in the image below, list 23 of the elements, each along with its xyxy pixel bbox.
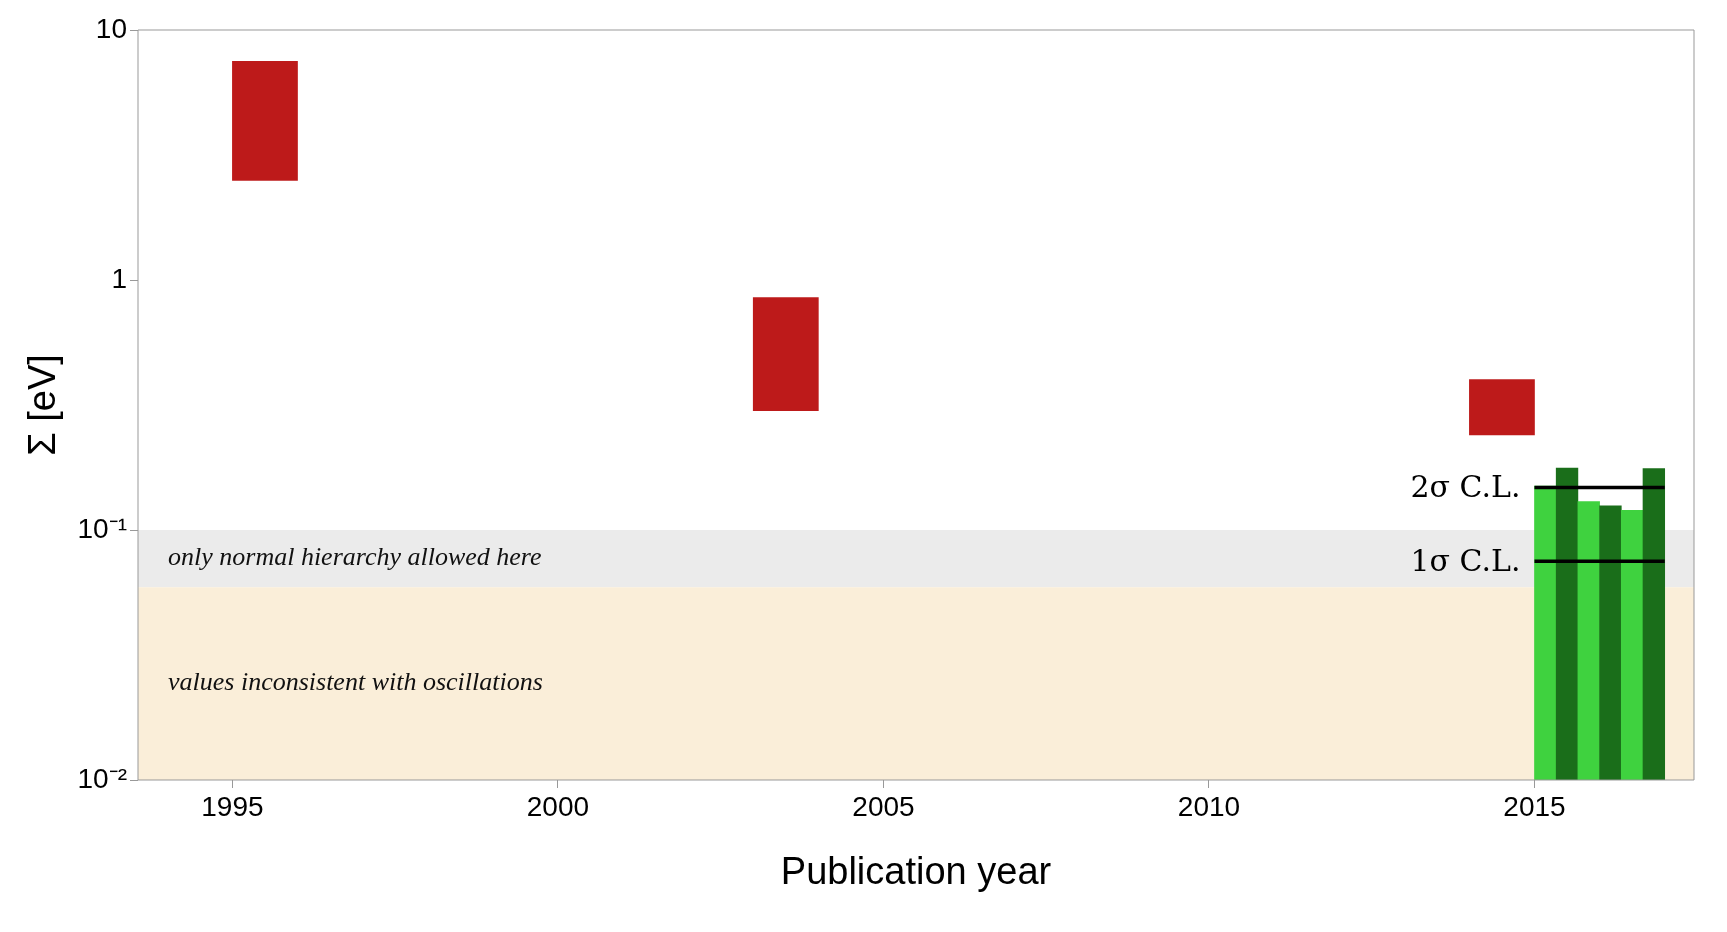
bar	[1555, 467, 1579, 780]
y-axis-title: Σ [eV]	[21, 354, 64, 456]
bar	[1599, 505, 1622, 780]
bar	[752, 297, 819, 412]
y-tick-label: 10⁻¹	[77, 512, 127, 544]
bar	[232, 60, 298, 181]
series-label: 2σ C.L.	[1410, 469, 1521, 505]
bar	[1469, 379, 1535, 436]
x-axis-title: Publication year	[780, 849, 1052, 892]
y-tick-label: 10⁻²	[77, 762, 127, 794]
y-tick-label: 10	[95, 12, 127, 44]
x-tick-label: 2010	[1177, 790, 1241, 822]
series-label: 1σ C.L.	[1410, 543, 1521, 579]
bar	[1577, 501, 1600, 780]
x-tick-label: 2000	[526, 790, 590, 822]
bar	[1620, 509, 1644, 780]
y-tick-label: 1	[111, 262, 127, 294]
bar	[1642, 468, 1666, 780]
x-tick-label: 2015	[1503, 790, 1566, 822]
band-label: only normal hierarchy allowed here	[168, 542, 542, 572]
band-label: values inconsistent with oscillations	[168, 667, 543, 697]
x-tick-label: 1995	[201, 790, 264, 822]
x-tick-label: 2005	[852, 790, 915, 822]
